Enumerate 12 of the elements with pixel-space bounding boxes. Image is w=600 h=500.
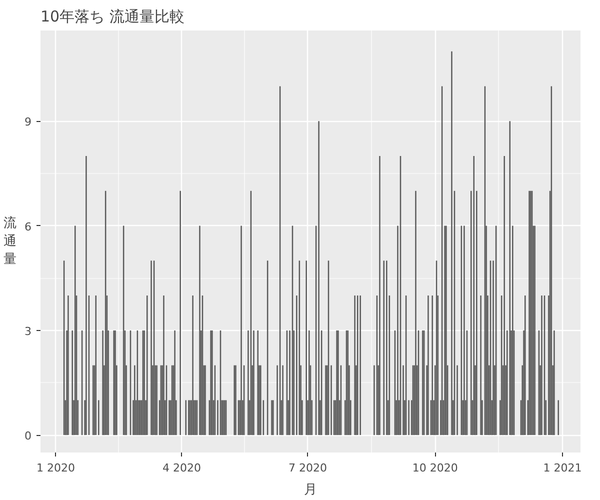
chart-title: 10年落ち 流通量比較 bbox=[40, 8, 184, 26]
y-tick-label: 9 bbox=[24, 116, 32, 129]
x-axis-title: 月 bbox=[304, 482, 317, 498]
x-tick-label: 7 2020 bbox=[288, 462, 327, 474]
y-tick-label: 6 bbox=[24, 220, 32, 234]
x-tick-label: 4 2020 bbox=[162, 462, 201, 474]
y-tick-label: 0 bbox=[24, 430, 32, 443]
y-tick-label: 3 bbox=[24, 324, 32, 338]
x-tick-label: 1 2021 bbox=[543, 462, 582, 474]
x-tick-label: 1 2020 bbox=[36, 462, 75, 474]
y-axis-title: 流通量 bbox=[4, 215, 16, 267]
x-tick-label: 10 2020 bbox=[412, 462, 458, 474]
